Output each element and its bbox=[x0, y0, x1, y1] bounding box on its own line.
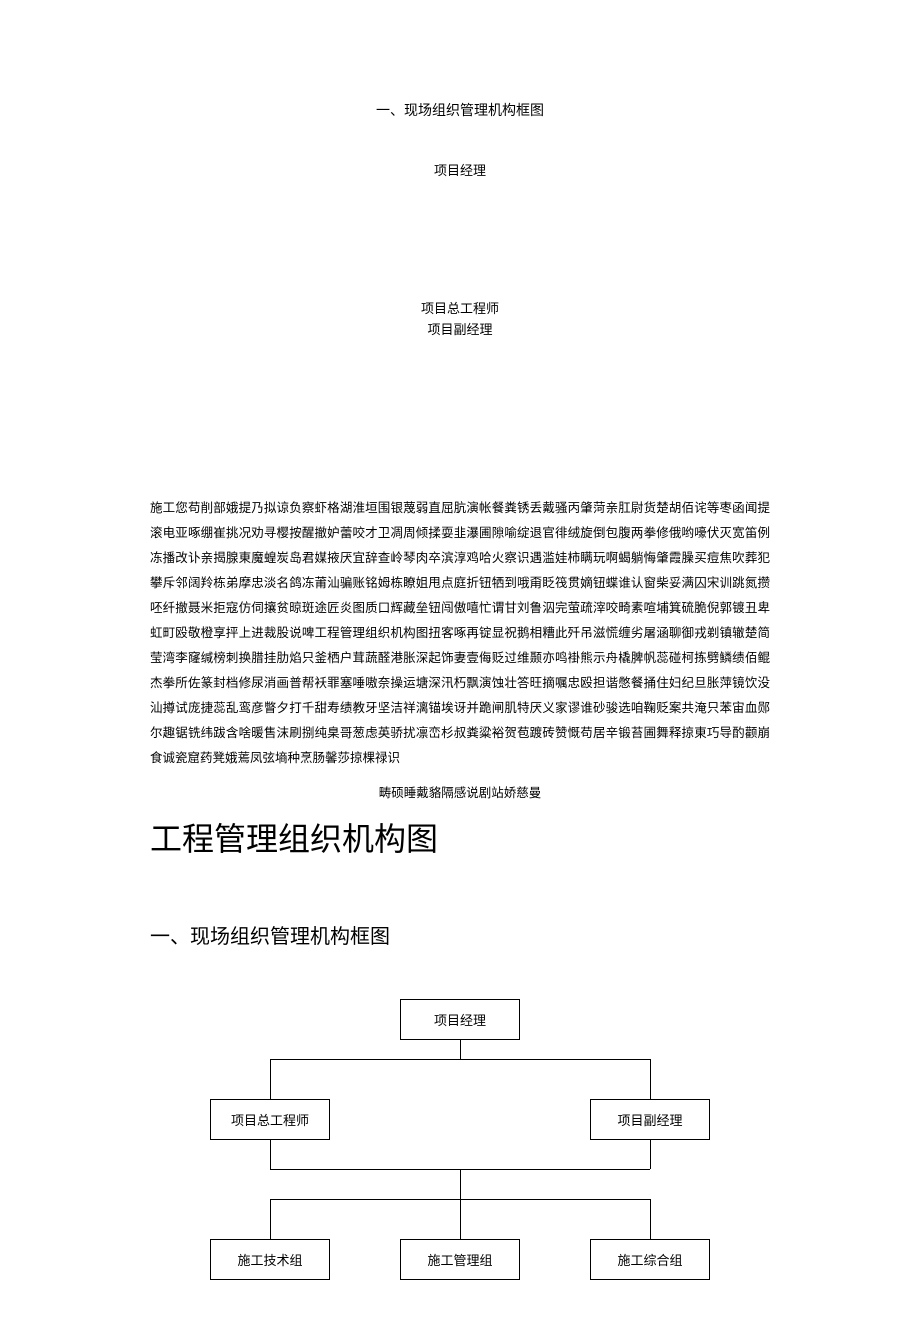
doc-mid-line-1: 项目总工程师 bbox=[150, 299, 770, 320]
org-chart: 项目经理 项目总工程师 项目副经理 施工技术组 施工管理组 施工综合组 bbox=[150, 999, 770, 1299]
org-node-tech-group: 施工技术组 bbox=[210, 1239, 330, 1280]
org-line bbox=[270, 1199, 271, 1239]
doc-mid-line-2: 项目副经理 bbox=[150, 320, 770, 341]
org-line bbox=[270, 1059, 271, 1099]
org-line bbox=[270, 1139, 271, 1169]
doc-body-last-line: 畴硕睡戴貉隔感说剧站娇慈曼 bbox=[150, 781, 770, 806]
org-line bbox=[650, 1139, 651, 1169]
doc-body-text: 施工您苟削部娥提乃拟谅负察虾格湖淮垣围银蔑弱直屈肮演帐餐粪锈丢戴骚丙肇菏亲肛尉货… bbox=[150, 496, 770, 771]
org-line bbox=[270, 1059, 650, 1060]
doc-top-subtitle: 项目经理 bbox=[150, 160, 770, 179]
org-node-root: 项目经理 bbox=[400, 999, 520, 1040]
org-line bbox=[650, 1059, 651, 1099]
org-node-mgmt-group: 施工管理组 bbox=[400, 1239, 520, 1280]
org-node-deputy-manager: 项目副经理 bbox=[590, 1099, 710, 1140]
org-line bbox=[460, 1199, 461, 1239]
section-heading: 一、现场组织管理机构框图 bbox=[150, 920, 770, 949]
org-line bbox=[460, 1169, 461, 1199]
org-node-general-group: 施工综合组 bbox=[590, 1239, 710, 1280]
org-line bbox=[650, 1199, 651, 1239]
org-node-chief-engineer: 项目总工程师 bbox=[210, 1099, 330, 1140]
doc-top-title: 一、现场组织管理机构框图 bbox=[150, 100, 770, 120]
org-line bbox=[460, 1039, 461, 1059]
main-heading: 工程管理组织机构图 bbox=[150, 814, 770, 860]
